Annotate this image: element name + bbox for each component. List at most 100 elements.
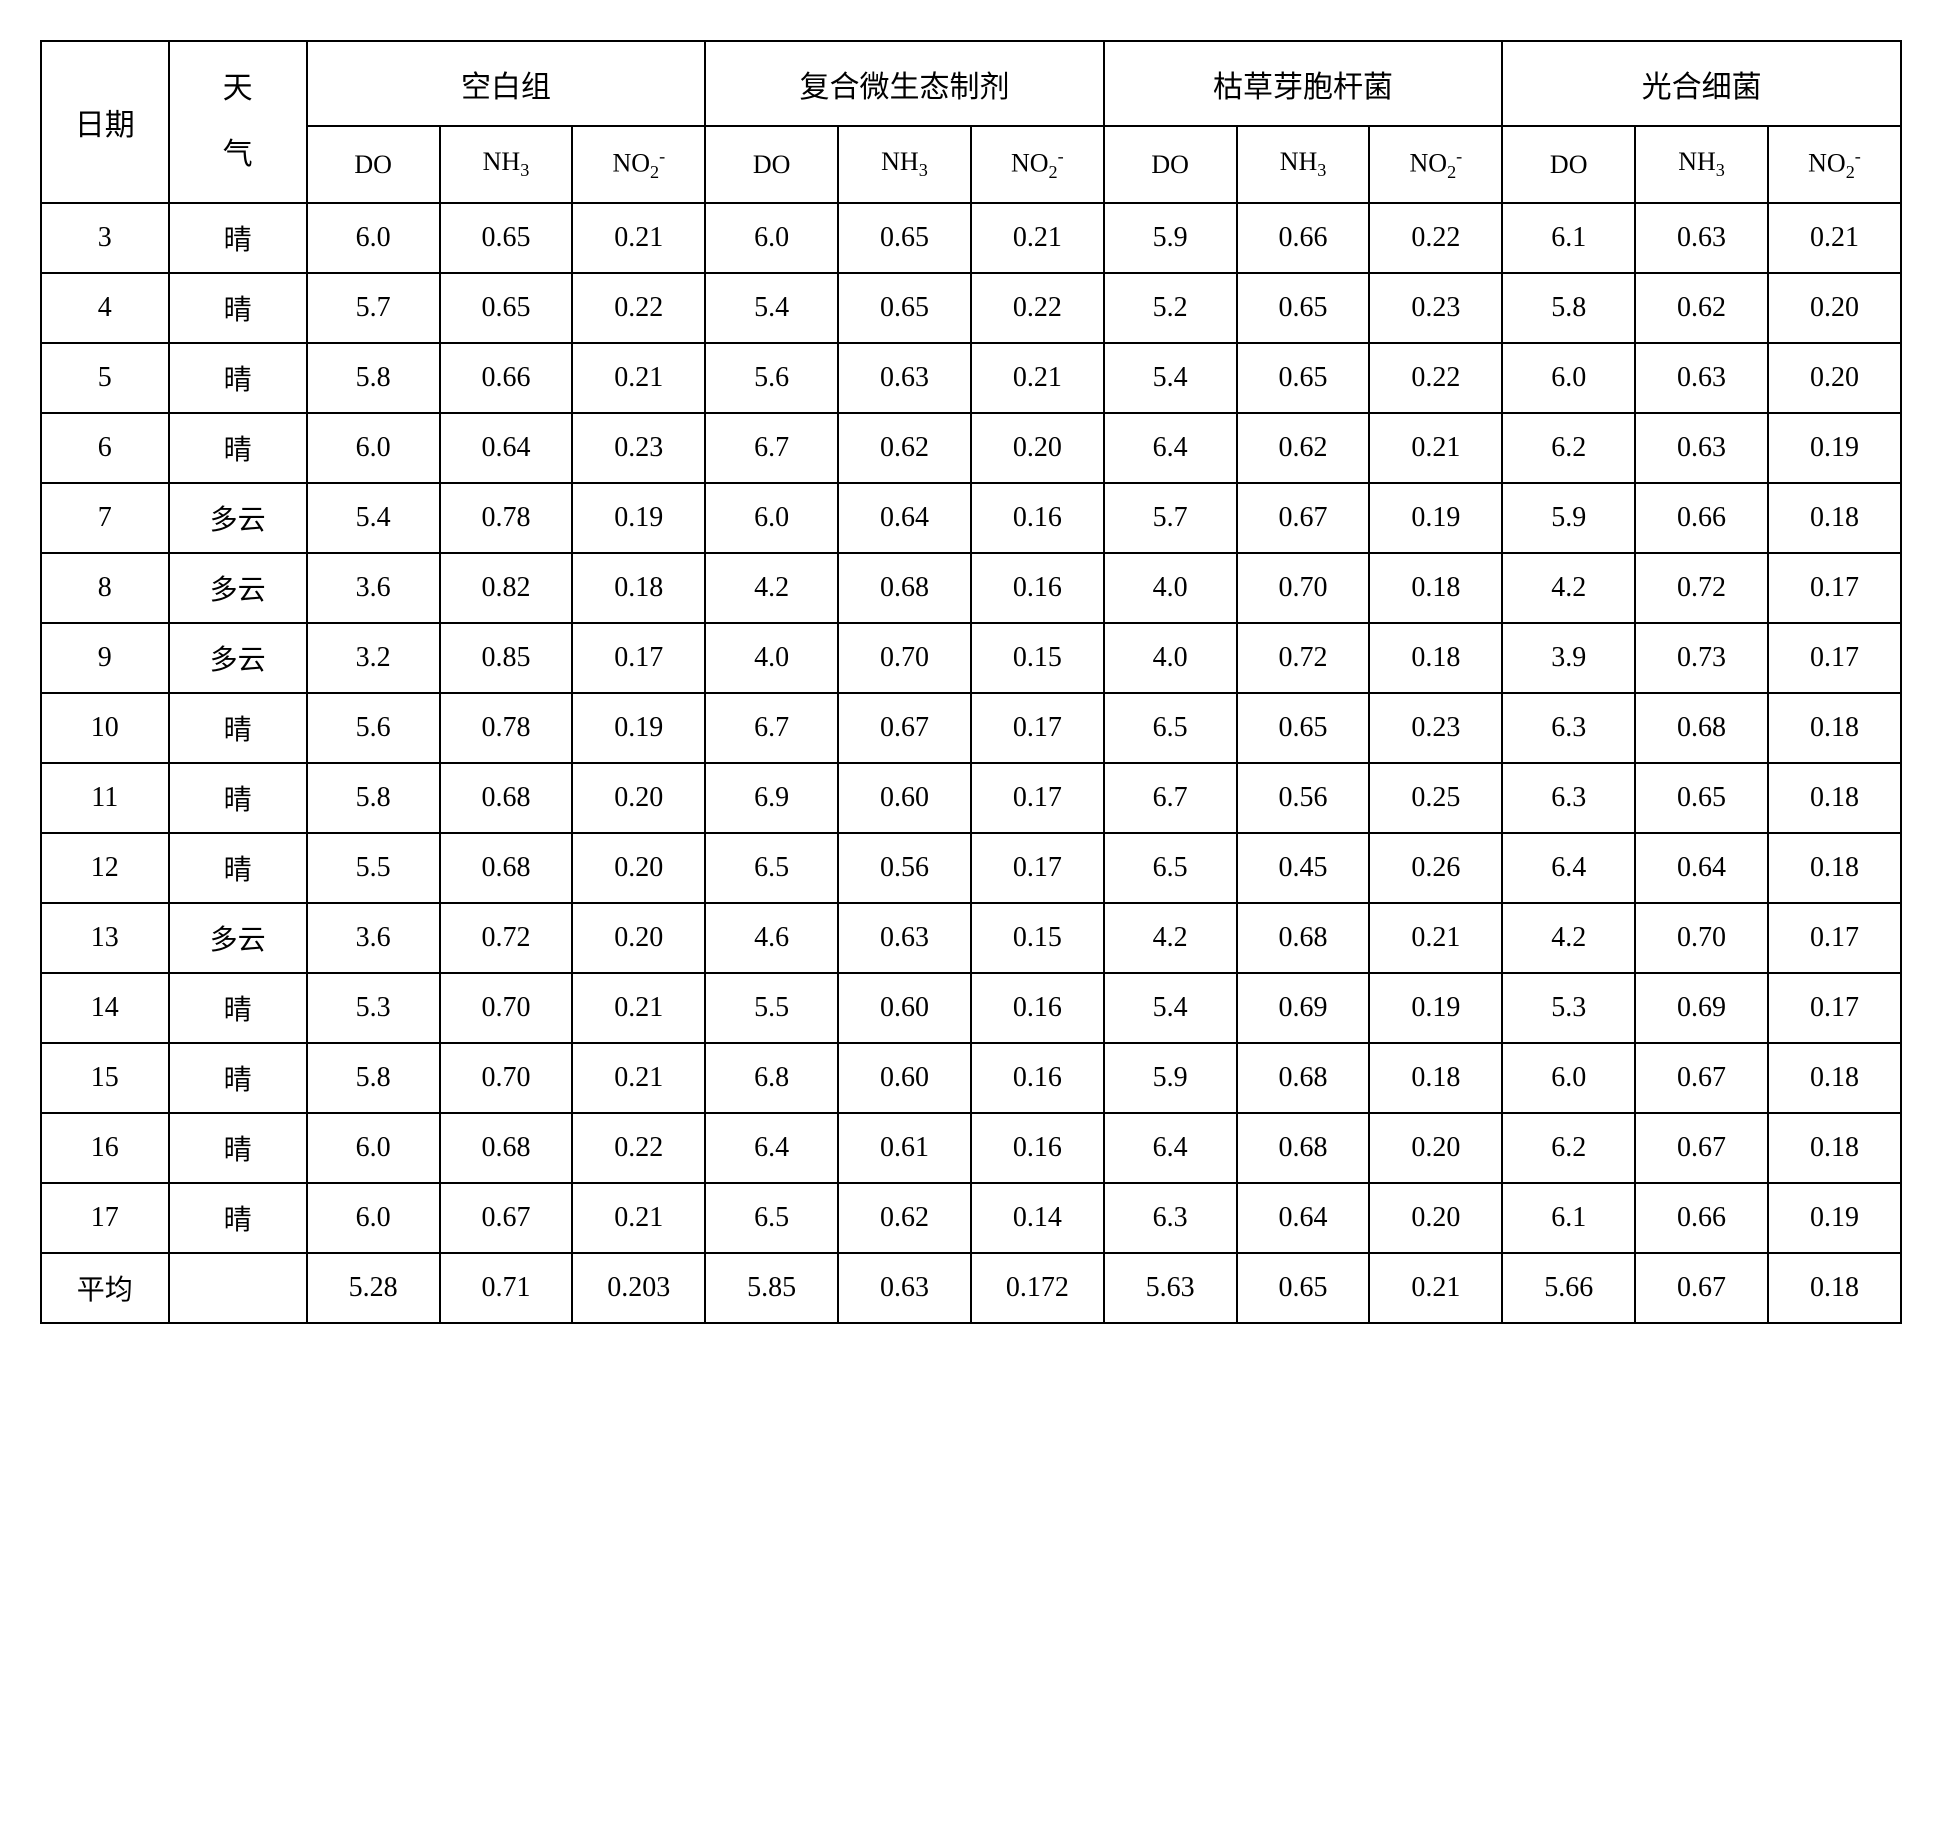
value-cell: 0.62 <box>1635 273 1768 343</box>
value-cell: 4.2 <box>1104 903 1237 973</box>
value-cell: 6.0 <box>307 1183 440 1253</box>
value-cell: 0.63 <box>838 1253 971 1323</box>
value-cell: 6.5 <box>705 833 838 903</box>
value-cell: 6.4 <box>1502 833 1635 903</box>
value-cell: 0.64 <box>838 483 971 553</box>
table-row: 12晴5.50.680.206.50.560.176.50.450.266.40… <box>41 833 1901 903</box>
value-cell: 5.9 <box>1502 483 1635 553</box>
value-cell: 0.62 <box>838 413 971 483</box>
value-cell: 4.2 <box>1502 903 1635 973</box>
value-cell: 0.63 <box>1635 203 1768 273</box>
value-cell: 0.21 <box>572 973 705 1043</box>
value-cell: 0.19 <box>1768 1183 1901 1253</box>
value-cell: 0.67 <box>1635 1043 1768 1113</box>
value-cell: 0.65 <box>440 273 573 343</box>
value-cell: 0.18 <box>1768 1043 1901 1113</box>
value-cell: 0.16 <box>971 973 1104 1043</box>
value-cell: 0.19 <box>1369 483 1502 553</box>
value-cell: 0.21 <box>572 203 705 273</box>
table-row: 11晴5.80.680.206.90.600.176.70.560.256.30… <box>41 763 1901 833</box>
subheader-no2: NO2- <box>971 126 1104 203</box>
value-cell: 5.5 <box>307 833 440 903</box>
subheader-do: DO <box>705 126 838 203</box>
date-cell: 14 <box>41 973 169 1043</box>
value-cell: 0.17 <box>971 693 1104 763</box>
value-cell: 0.21 <box>572 343 705 413</box>
value-cell: 6.1 <box>1502 1183 1635 1253</box>
value-cell: 0.20 <box>572 763 705 833</box>
date-cell: 9 <box>41 623 169 693</box>
value-cell: 6.0 <box>1502 343 1635 413</box>
value-cell: 5.3 <box>1502 973 1635 1043</box>
value-cell: 5.9 <box>1104 203 1237 273</box>
value-cell: 0.17 <box>1768 553 1901 623</box>
value-cell: 3.6 <box>307 553 440 623</box>
value-cell: 3.6 <box>307 903 440 973</box>
value-cell: 6.0 <box>307 413 440 483</box>
value-cell: 0.17 <box>572 623 705 693</box>
value-cell: 5.4 <box>705 273 838 343</box>
value-cell: 0.21 <box>1768 203 1901 273</box>
table-row: 5晴5.80.660.215.60.630.215.40.650.226.00.… <box>41 343 1901 413</box>
value-cell: 0.60 <box>838 763 971 833</box>
date-cell: 15 <box>41 1043 169 1113</box>
value-cell: 0.71 <box>440 1253 573 1323</box>
value-cell: 0.20 <box>572 903 705 973</box>
value-cell: 0.22 <box>572 1113 705 1183</box>
date-cell: 8 <box>41 553 169 623</box>
value-cell: 0.70 <box>440 1043 573 1113</box>
value-cell: 0.18 <box>572 553 705 623</box>
value-cell: 0.21 <box>572 1043 705 1113</box>
table-row: 3晴6.00.650.216.00.650.215.90.660.226.10.… <box>41 203 1901 273</box>
value-cell: 0.68 <box>1237 1113 1370 1183</box>
value-cell: 5.9 <box>1104 1043 1237 1113</box>
value-cell: 0.17 <box>971 833 1104 903</box>
weather-cell: 晴 <box>169 973 307 1043</box>
value-cell: 4.0 <box>1104 623 1237 693</box>
value-cell: 0.16 <box>971 553 1104 623</box>
value-cell: 5.28 <box>307 1253 440 1323</box>
value-cell: 3.9 <box>1502 623 1635 693</box>
value-cell: 0.68 <box>440 833 573 903</box>
weather-cell: 晴 <box>169 833 307 903</box>
value-cell: 0.18 <box>1768 833 1901 903</box>
value-cell: 5.5 <box>705 973 838 1043</box>
weather-cell: 多云 <box>169 483 307 553</box>
value-cell: 0.70 <box>1635 903 1768 973</box>
header-row-1: 日期 天 气 空白组 复合微生态制剂 枯草芽胞杆菌 光合细菌 <box>41 41 1901 126</box>
value-cell: 0.68 <box>838 553 971 623</box>
value-cell: 0.72 <box>1237 623 1370 693</box>
value-cell: 0.20 <box>572 833 705 903</box>
value-cell: 0.63 <box>1635 413 1768 483</box>
value-cell: 6.8 <box>705 1043 838 1113</box>
value-cell: 0.65 <box>1237 273 1370 343</box>
value-cell: 0.21 <box>572 1183 705 1253</box>
value-cell: 0.20 <box>1768 343 1901 413</box>
value-cell: 0.68 <box>1635 693 1768 763</box>
value-cell: 0.17 <box>1768 973 1901 1043</box>
value-cell: 0.62 <box>1237 413 1370 483</box>
weather-cell: 多云 <box>169 903 307 973</box>
value-cell: 0.18 <box>1369 623 1502 693</box>
value-cell: 0.16 <box>971 1043 1104 1113</box>
header-weather-char1: 天 <box>223 72 253 105</box>
weather-cell: 晴 <box>169 343 307 413</box>
value-cell: 6.0 <box>1502 1043 1635 1113</box>
value-cell: 5.3 <box>307 973 440 1043</box>
value-cell: 0.22 <box>971 273 1104 343</box>
value-cell: 0.18 <box>1768 1253 1901 1323</box>
value-cell: 4.0 <box>705 623 838 693</box>
average-row: 平均5.280.710.2035.850.630.1725.630.650.21… <box>41 1253 1901 1323</box>
value-cell: 0.60 <box>838 1043 971 1113</box>
value-cell: 6.2 <box>1502 1113 1635 1183</box>
value-cell: 0.70 <box>440 973 573 1043</box>
date-cell: 12 <box>41 833 169 903</box>
value-cell: 5.85 <box>705 1253 838 1323</box>
value-cell: 0.72 <box>440 903 573 973</box>
value-cell: 0.203 <box>572 1253 705 1323</box>
value-cell: 0.23 <box>1369 693 1502 763</box>
header-date: 日期 <box>41 41 169 203</box>
value-cell: 0.20 <box>971 413 1104 483</box>
value-cell: 0.16 <box>971 1113 1104 1183</box>
value-cell: 0.70 <box>1237 553 1370 623</box>
